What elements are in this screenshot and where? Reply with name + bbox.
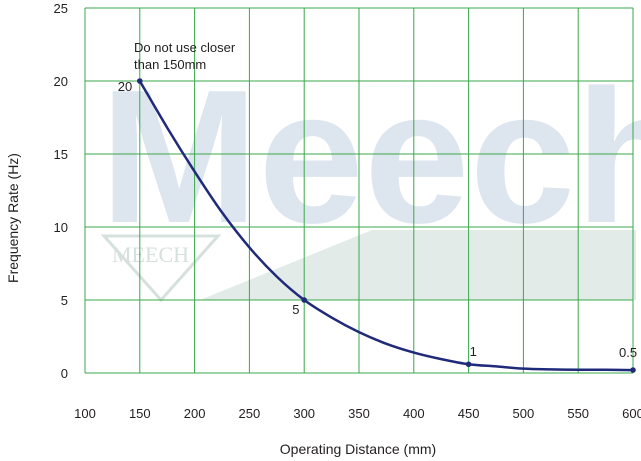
annotation-line-1: Do not use closer bbox=[134, 40, 236, 55]
x-axis-title: Operating Distance (mm) bbox=[280, 441, 436, 457]
grid bbox=[84, 7, 634, 374]
y-tick-label: 20 bbox=[54, 74, 68, 89]
x-tick-label: 400 bbox=[403, 406, 425, 421]
data-point-label: 1 bbox=[470, 344, 477, 359]
watermark-band bbox=[200, 230, 636, 300]
series-layer bbox=[138, 79, 635, 372]
annotation-line-2: than 150mm bbox=[134, 57, 206, 72]
x-tick-label: 450 bbox=[458, 406, 480, 421]
y-tick-label: 0 bbox=[61, 366, 68, 381]
x-tick-label: 300 bbox=[293, 406, 315, 421]
y-tick-label: 25 bbox=[54, 1, 68, 16]
x-tick-label: 150 bbox=[129, 406, 151, 421]
watermark-text: Meech bbox=[100, 51, 641, 263]
data-point-marker bbox=[630, 367, 636, 373]
point-labels: 20 5 1 0.5 bbox=[118, 78, 637, 373]
data-point-label: 0.5 bbox=[619, 345, 637, 360]
y-axis-ticks: 0 5 10 15 20 25 bbox=[54, 1, 68, 381]
data-point-marker bbox=[465, 361, 472, 368]
data-point-label: 5 bbox=[292, 302, 299, 317]
y-tick-label: 5 bbox=[61, 293, 68, 308]
x-axis-ticks: 100 150 200 250 300 350 400 450 500 550 600 bbox=[74, 406, 641, 421]
watermark: Meech MEECH bbox=[100, 51, 641, 303]
y-tick-label: 15 bbox=[54, 147, 68, 162]
data-point-marker bbox=[301, 297, 308, 303]
y-axis-title: Frequency Rate (Hz) bbox=[5, 153, 21, 283]
x-tick-label: 100 bbox=[74, 406, 96, 421]
x-tick-label: 500 bbox=[513, 406, 535, 421]
watermark-emblem-text: MEECH bbox=[112, 242, 189, 267]
x-tick-label: 600 bbox=[622, 406, 641, 421]
watermark-emblem: MEECH bbox=[100, 234, 222, 303]
data-point-label: 20 bbox=[118, 79, 132, 94]
x-tick-label: 550 bbox=[567, 406, 589, 421]
x-tick-label: 250 bbox=[239, 406, 261, 421]
series-line bbox=[138, 79, 635, 372]
data-point-marker bbox=[137, 78, 143, 84]
x-tick-label: 350 bbox=[348, 406, 370, 421]
x-tick-label: 200 bbox=[184, 406, 206, 421]
y-tick-label: 10 bbox=[54, 220, 68, 235]
